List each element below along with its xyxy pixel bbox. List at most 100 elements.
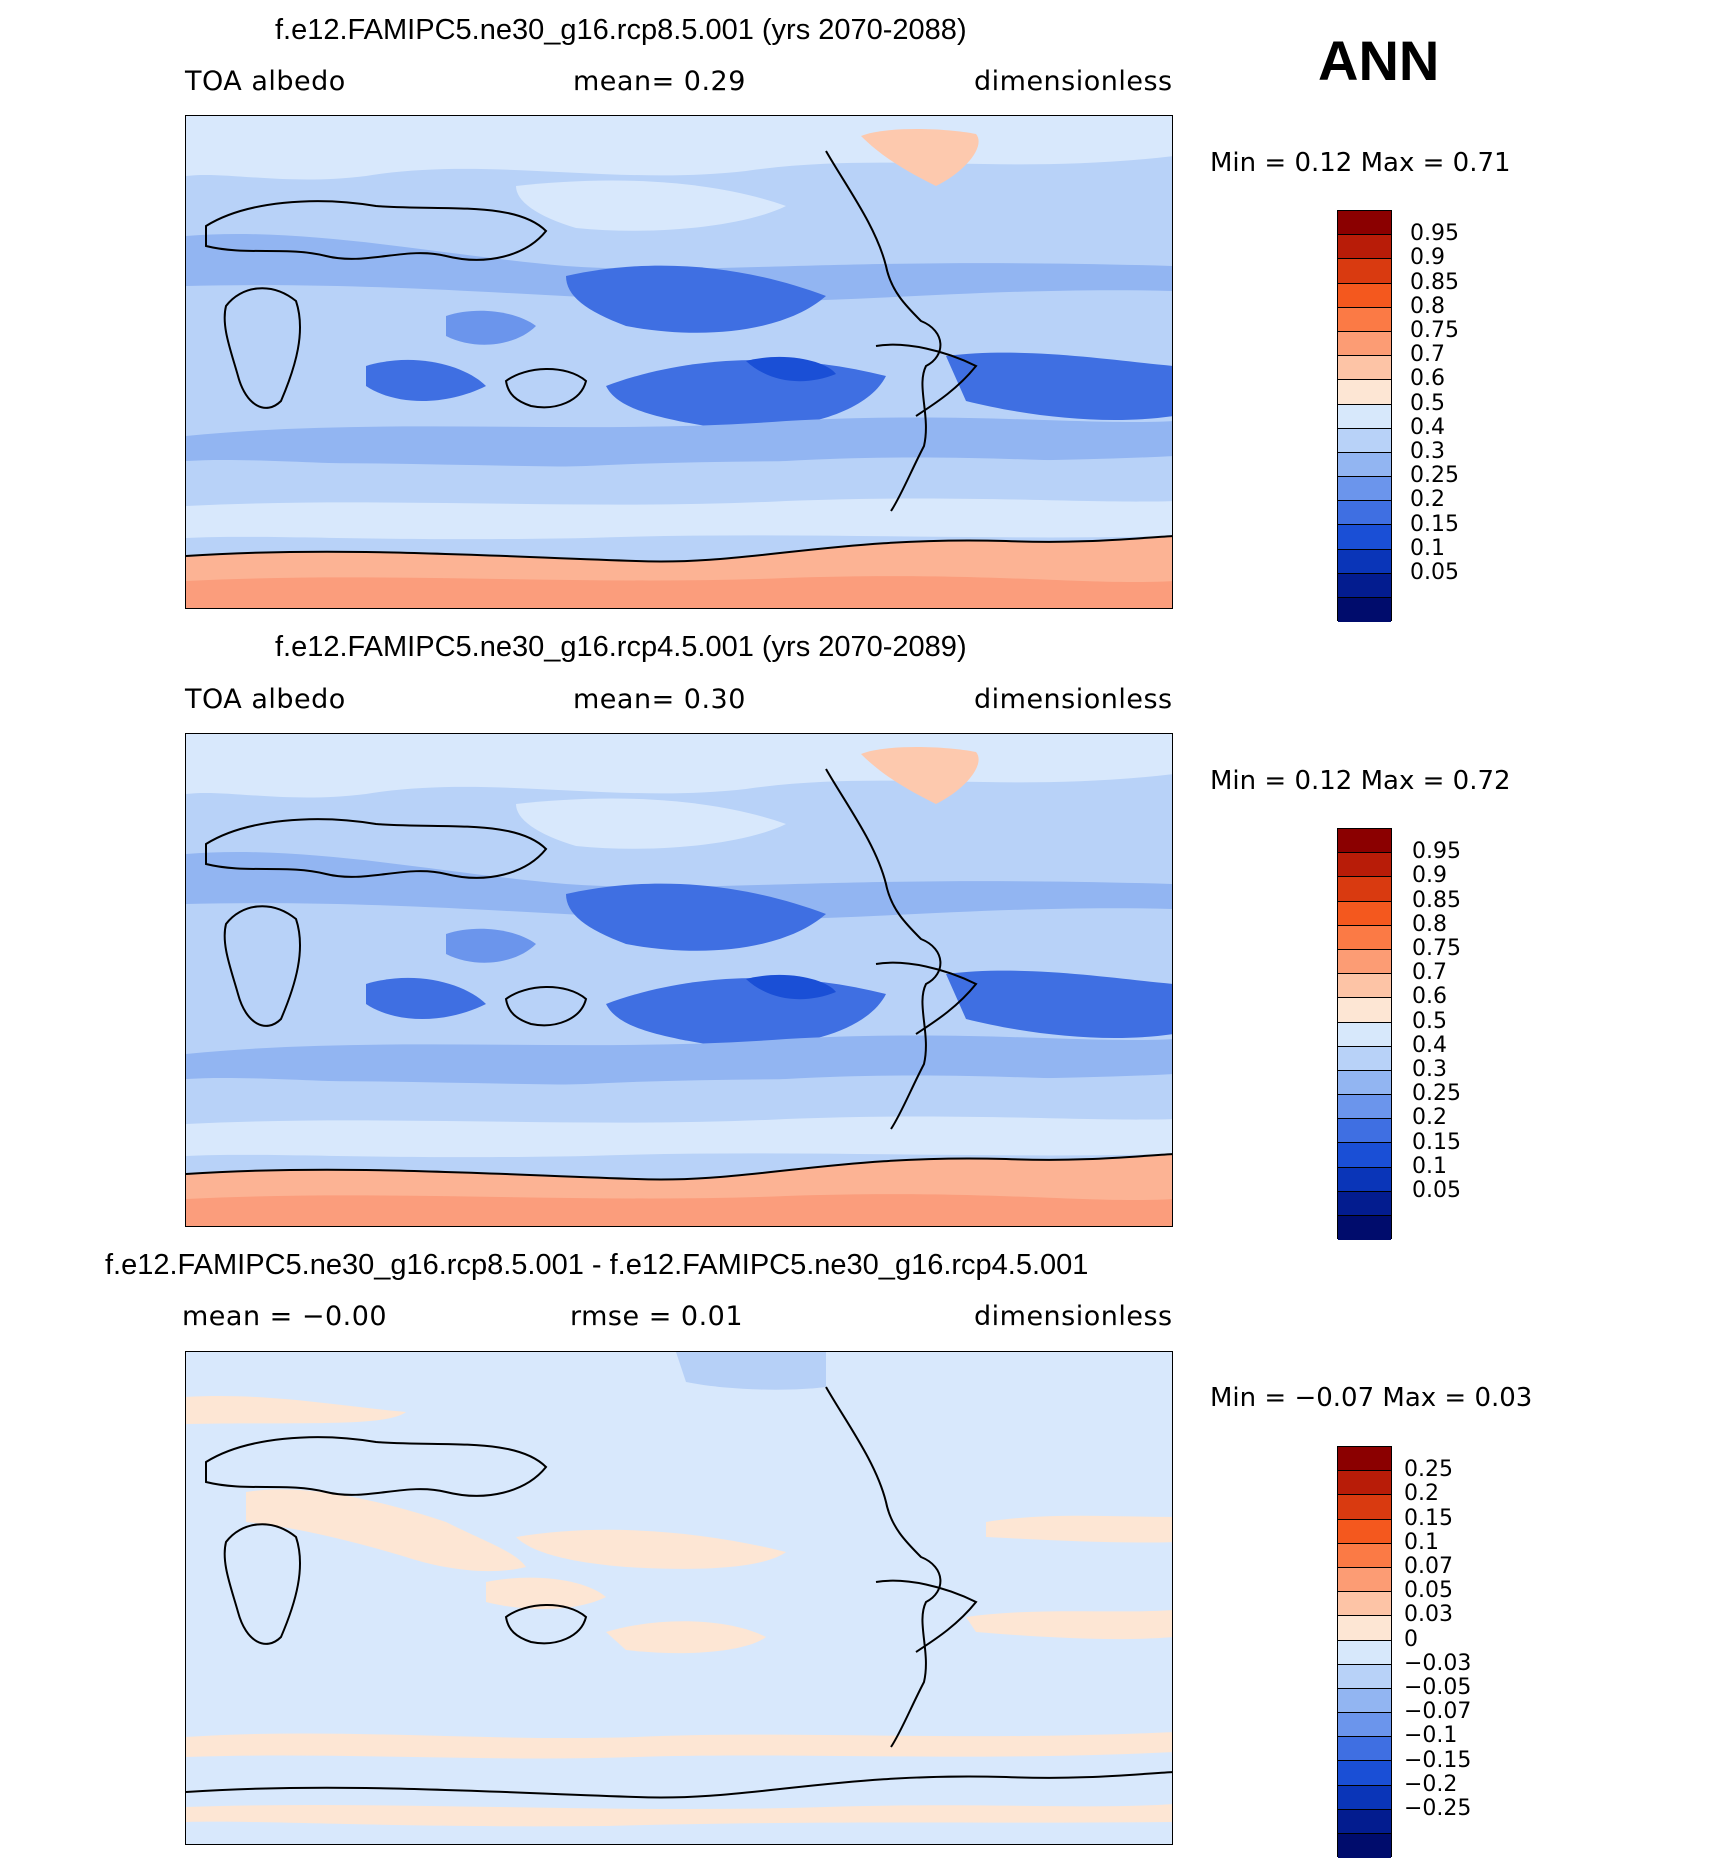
colorbar-segment: [1338, 1713, 1391, 1738]
colorbar-level-label: 0.25: [1412, 1081, 1461, 1107]
colorbar-segment: [1338, 974, 1391, 999]
coastline-outline-icon: [186, 150, 1172, 563]
panel-1-colorbar: [1337, 210, 1392, 623]
panel-2-minmax: Min = 0.12 Max = 0.72: [1210, 766, 1511, 796]
colorbar-level-label: 0.5: [1410, 390, 1445, 416]
panel-3-mean-label: mean = −0.00: [182, 1301, 388, 1332]
colorbar-level-label: 0.15: [1410, 511, 1459, 537]
colorbar-segment: [1338, 1471, 1391, 1496]
season-label: ANN: [1318, 29, 1440, 92]
colorbar-level-label: 0.4: [1410, 414, 1445, 440]
colorbar-segment: [1338, 853, 1391, 878]
colorbar-segment: [1338, 998, 1391, 1023]
panel-2-mean-label: mean= 0.30: [573, 684, 746, 715]
colorbar-segment: [1338, 1070, 1391, 1096]
panel-2-units-label: dimensionless: [974, 684, 1173, 715]
panel-1-mean-label: mean= 0.29: [573, 66, 746, 97]
colorbar-level-label: 0.6: [1412, 984, 1447, 1010]
colorbar-level-label: 0: [1404, 1626, 1418, 1652]
colorbar-level-label: 0.95: [1410, 221, 1459, 247]
colorbar-segment: [1338, 1640, 1391, 1665]
colorbar-level-label: 0.75: [1410, 318, 1459, 343]
colorbar-segment: [1338, 331, 1391, 357]
panel-2-colorbar: [1337, 828, 1392, 1241]
colorbar-level-label: −0.2: [1404, 1771, 1458, 1797]
coastline-outline-icon: [186, 1386, 1172, 1799]
panel-1-minmax: Min = 0.12 Max = 0.71: [1210, 148, 1511, 178]
colorbar-level-label: 0.15: [1404, 1505, 1453, 1531]
panel-1-units-label: dimensionless: [974, 66, 1173, 97]
panel-2-map-field: [186, 734, 1172, 1226]
colorbar-level-label: 0.25: [1404, 1457, 1453, 1483]
colorbar-level-label: 0.4: [1412, 1032, 1447, 1058]
colorbar-segment: [1338, 1167, 1391, 1192]
panel-1-map-field: [186, 116, 1172, 608]
colorbar-segment: [1338, 573, 1391, 598]
colorbar-segment: [1338, 925, 1391, 950]
colorbar-level-label: 0.2: [1410, 487, 1445, 513]
panel-2-map: [185, 733, 1173, 1227]
colorbar-segment: [1338, 1191, 1391, 1216]
colorbar-level-label: 0.15: [1412, 1129, 1461, 1155]
colorbar-segment: [1338, 1447, 1391, 1472]
colorbar-level-label: 0.85: [1410, 269, 1459, 295]
colorbar-segment: [1338, 877, 1391, 902]
colorbar-level-label: 0.05: [1404, 1578, 1453, 1604]
colorbar-segment: [1338, 1785, 1391, 1810]
panel-3-colorbar: [1337, 1446, 1392, 1858]
colorbar-segment: [1338, 1688, 1391, 1714]
colorbar-segment: [1338, 428, 1391, 453]
colorbar-segment: [1338, 1567, 1391, 1593]
colorbar-segment: [1338, 525, 1391, 550]
colorbar-level-label: 0.8: [1412, 911, 1447, 937]
colorbar-level-label: 0.8: [1410, 293, 1445, 319]
colorbar-segment: [1338, 1834, 1391, 1858]
colorbar-segment: [1338, 829, 1391, 854]
colorbar-level-label: 0.3: [1410, 439, 1445, 464]
colorbar-level-label: 0.2: [1412, 1105, 1447, 1131]
colorbar-segment: [1338, 259, 1391, 284]
colorbar-segment: [1338, 901, 1391, 926]
colorbar-level-label: 0.5: [1412, 1008, 1447, 1034]
colorbar-level-label: 0.07: [1404, 1554, 1453, 1579]
colorbar-segment: [1338, 307, 1391, 332]
colorbar-segment: [1338, 1737, 1391, 1762]
panel-3-title: f.e12.FAMIPC5.ne30_g16.rcp8.5.001 - f.e1…: [105, 1249, 1089, 1281]
colorbar-segment: [1338, 1616, 1391, 1641]
colorbar-segment: [1338, 501, 1391, 526]
colorbar-segment: [1338, 949, 1391, 975]
panel-2-variable-label: TOA albedo: [185, 684, 346, 715]
colorbar-level-label: −0.15: [1404, 1747, 1472, 1773]
panel-1-variable-label: TOA albedo: [185, 66, 346, 97]
colorbar-level-label: 0.7: [1412, 960, 1447, 986]
panel-3-map: [185, 1351, 1173, 1845]
colorbar-level-label: 0.7: [1410, 342, 1445, 368]
colorbar-segment: [1338, 404, 1391, 429]
colorbar-segment: [1338, 1543, 1391, 1568]
colorbar-level-label: 0.05: [1412, 1178, 1461, 1203]
colorbar-segment: [1338, 549, 1391, 574]
coastline-outline-icon: [186, 768, 1172, 1181]
colorbar-segment: [1338, 1216, 1391, 1241]
colorbar-level-label: 0.9: [1410, 245, 1445, 271]
colorbar-segment: [1338, 1022, 1391, 1047]
panel-1-title: f.e12.FAMIPC5.ne30_g16.rcp8.5.001 (yrs 2…: [275, 14, 967, 46]
colorbar-level-label: 0.1: [1410, 535, 1445, 561]
colorbar-segment: [1338, 235, 1391, 260]
colorbar-level-label: 0.85: [1412, 887, 1461, 913]
colorbar-segment: [1338, 1495, 1391, 1520]
panel-3-map-field: [186, 1352, 1172, 1844]
colorbar-segment: [1338, 477, 1391, 502]
colorbar-level-label: −0.07: [1404, 1699, 1472, 1725]
colorbar-segment: [1338, 1095, 1391, 1120]
colorbar-segment: [1338, 1119, 1391, 1144]
colorbar-level-label: −0.05: [1404, 1675, 1472, 1700]
colorbar-segment: [1338, 598, 1391, 623]
panel-3-units-label: dimensionless: [974, 1301, 1173, 1332]
colorbar-level-label: 0.05: [1410, 560, 1459, 585]
colorbar-segment: [1338, 1592, 1391, 1617]
colorbar-segment: [1338, 380, 1391, 405]
colorbar-level-label: −0.1: [1404, 1723, 1458, 1749]
colorbar-level-label: 0.2: [1404, 1481, 1439, 1507]
colorbar-segment: [1338, 452, 1391, 478]
